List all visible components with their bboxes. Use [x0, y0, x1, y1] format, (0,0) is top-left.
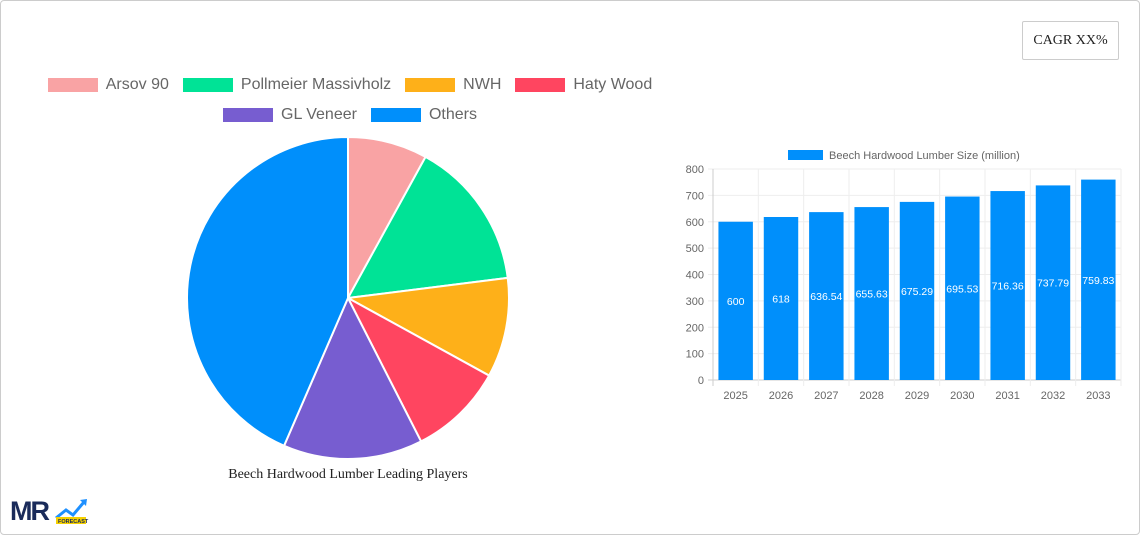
bar-2028[interactable] [854, 207, 889, 380]
legend-label: Haty Wood [573, 76, 653, 93]
bar-2026[interactable] [763, 217, 799, 380]
legend-item[interactable]: Pollmeier Massivholz [182, 76, 392, 94]
y-tick-label: 700 [686, 190, 704, 202]
pie-slice-haty-wood[interactable] [345, 295, 491, 443]
y-tick-label: 200 [686, 322, 704, 334]
y-tick-label: 600 [686, 217, 704, 229]
x-tick-label: 2033 [1086, 390, 1110, 402]
y-tick-label: 400 [686, 270, 704, 282]
bar-data-label: 636.54 [810, 291, 842, 303]
y-tick-label: 100 [686, 349, 704, 361]
legend-item[interactable]: GL Veneer [223, 106, 357, 124]
bar-data-label: 600 [727, 296, 745, 308]
legend-label: GL Veneer [281, 106, 357, 123]
bar-2033[interactable] [1081, 179, 1116, 380]
svg-text:MR: MR [10, 496, 49, 526]
x-tick-label: 2032 [1041, 390, 1065, 402]
bar-2030[interactable] [945, 196, 980, 380]
pie-legend-row-2: GL Veneer Others [0, 106, 700, 124]
x-tick-label: 2030 [950, 390, 974, 402]
bar-data-label: 716.36 [992, 281, 1024, 293]
legend-item[interactable]: NWH [405, 76, 501, 94]
bar-data-label: 759.83 [1082, 275, 1114, 287]
bar-2031[interactable] [990, 191, 1025, 380]
bar-2025[interactable] [718, 221, 753, 380]
pie-slice-nwh[interactable] [344, 276, 510, 377]
pie-title: Beech Hardwood Lumber Leading Players [228, 467, 468, 482]
pie-slice-pollmeier-massivholz[interactable] [346, 155, 509, 300]
pie-slice-others[interactable] [186, 135, 349, 448]
y-tick-label: 0 [698, 375, 704, 387]
bar-data-label: 655.63 [856, 289, 888, 301]
mr-forecast-logo: MR FORECAST [10, 496, 90, 531]
legend-swatch [405, 78, 456, 92]
x-tick-label: 2025 [723, 390, 747, 402]
legend-label: Arsov 90 [105, 76, 169, 93]
y-tick-label: 300 [686, 296, 704, 308]
legend-swatch [223, 108, 274, 122]
x-tick-label: 2031 [995, 390, 1019, 402]
y-tick-label: 800 [686, 164, 704, 176]
x-tick-label: 2027 [814, 390, 838, 402]
x-tick-label: 2029 [905, 390, 929, 402]
legend-item[interactable]: Others [370, 106, 477, 124]
pie-slice-gl-veneer[interactable] [282, 295, 423, 460]
legend-swatch [47, 78, 98, 92]
bar-data-label: 618 [772, 294, 790, 306]
legend-swatch [370, 108, 421, 122]
legend-label: Pollmeier Massivholz [240, 76, 392, 93]
x-tick-label: 2026 [769, 390, 793, 402]
bar-data-label: 737.79 [1037, 278, 1069, 290]
legend-label: Others [428, 106, 477, 123]
bar-2032[interactable] [1035, 185, 1071, 380]
legend-label: NWH [463, 76, 502, 93]
bar-legend-swatch [788, 150, 823, 160]
bar-legend-label: Beech Hardwood Lumber Size (million) [829, 150, 1020, 162]
pie-legend-row-1: Arsov 90 Pollmeier Massivholz NWH Haty Wood [0, 76, 700, 94]
legend-swatch [515, 78, 566, 92]
y-tick-label: 500 [686, 243, 704, 255]
legend-item[interactable]: Arsov 90 [47, 76, 169, 94]
x-tick-label: 2028 [859, 390, 883, 402]
cagr-button[interactable]: CAGR XX% [1022, 21, 1119, 60]
svg-text:FORECAST: FORECAST [58, 519, 89, 525]
bar-2027[interactable] [809, 212, 844, 380]
legend-swatch [182, 78, 233, 92]
bar-data-label: 675.29 [901, 286, 933, 298]
bar-2029[interactable] [899, 201, 935, 380]
bar-data-label: 695.53 [946, 283, 978, 295]
legend-item[interactable]: Haty Wood [515, 76, 652, 94]
